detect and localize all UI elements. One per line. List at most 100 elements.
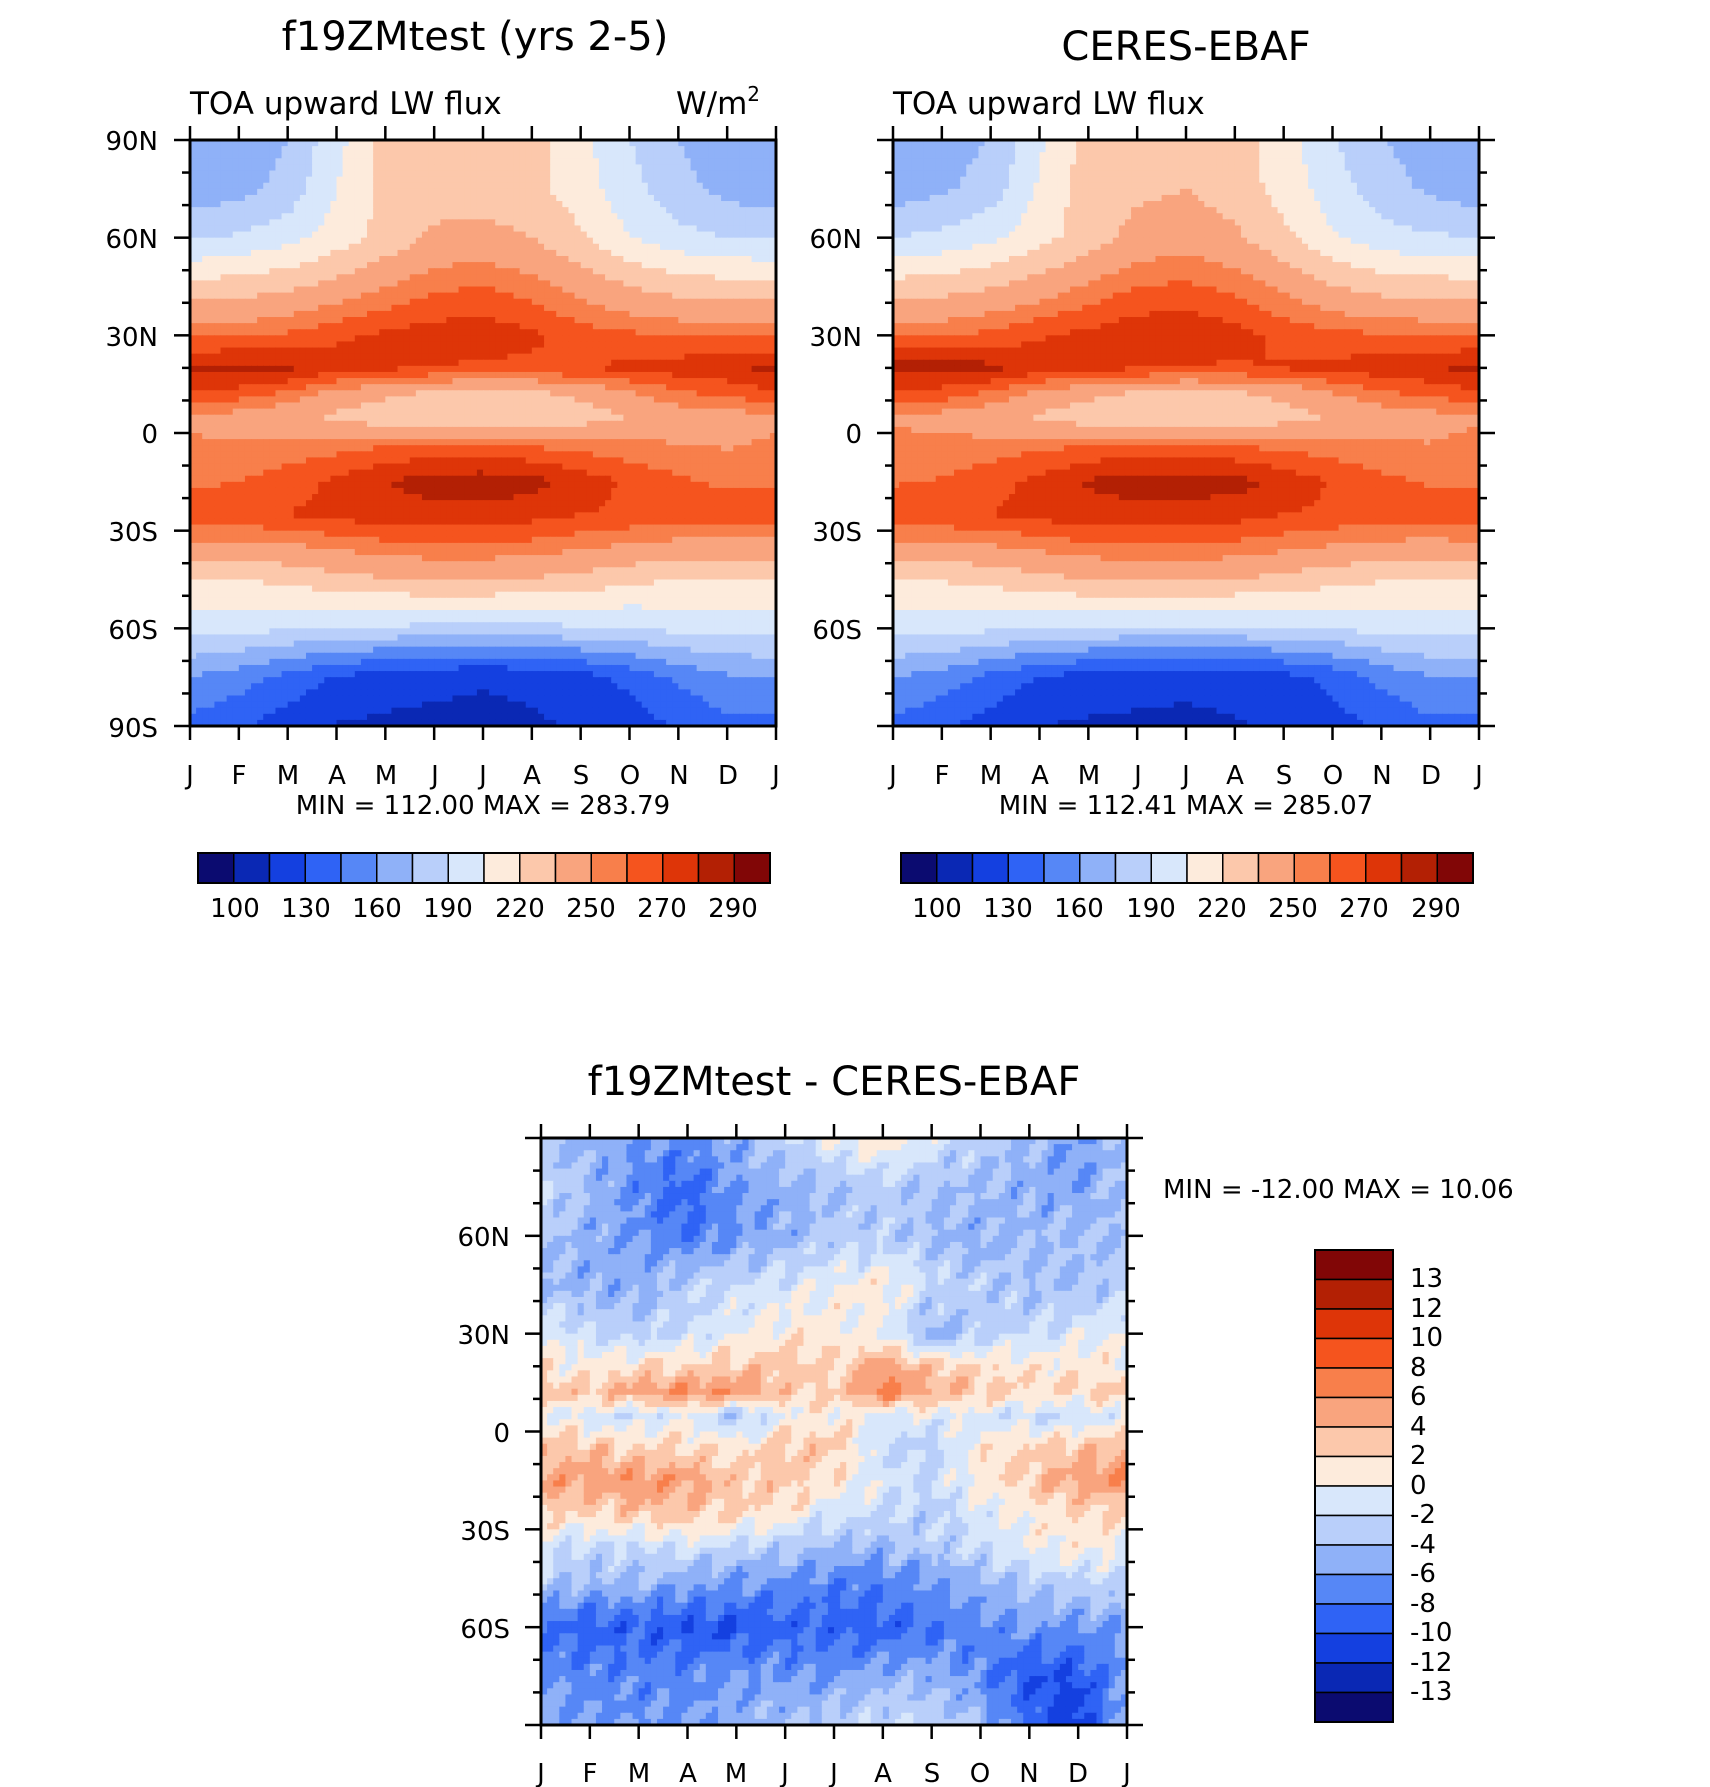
contour-cell: [721, 195, 728, 202]
contour-cell: [398, 244, 405, 251]
contour-cell: [391, 201, 398, 208]
contour-cell: [294, 183, 301, 190]
contour-cell: [745, 164, 752, 171]
contour-cell: [623, 195, 630, 202]
contour-cell: [611, 213, 618, 220]
contour-cell: [556, 158, 563, 165]
contour-cell: [288, 189, 295, 196]
contour-cell: [544, 232, 551, 239]
contour-cell: [214, 158, 221, 165]
contour-cell: [263, 219, 270, 226]
contour-cell: [398, 207, 405, 214]
contour-cell: [422, 177, 429, 184]
contour-cell: [422, 171, 429, 178]
contour-cell: [257, 207, 264, 214]
contour-cell: [739, 232, 746, 239]
contour-cell: [532, 207, 539, 214]
contour-cell: [507, 219, 514, 226]
contour-cell: [538, 183, 545, 190]
contour-cell: [666, 146, 673, 153]
contour-cell: [269, 244, 276, 251]
contour-cell: [660, 164, 667, 171]
contour-cell: [666, 207, 673, 214]
contour-cell: [257, 189, 264, 196]
contour-cell: [745, 232, 752, 239]
contour-cell: [349, 238, 356, 245]
contour-cell: [660, 219, 667, 226]
contour-cell: [483, 171, 490, 178]
contour-cell: [434, 195, 441, 202]
contour-cell: [745, 158, 752, 165]
contour-cell: [684, 189, 691, 196]
contour-cell: [550, 189, 557, 196]
contour-cell: [568, 152, 575, 159]
contour-cell: [300, 219, 307, 226]
contour-cell: [324, 152, 331, 159]
contour-cell: [196, 232, 203, 239]
contour-cell: [227, 207, 234, 214]
contour-cell: [483, 207, 490, 214]
contour-cell: [385, 146, 392, 153]
contour-cell: [330, 207, 337, 214]
contour-cell: [202, 238, 209, 245]
contour-cell: [507, 195, 514, 202]
contour-cell: [532, 225, 539, 232]
contour-cell: [538, 158, 545, 165]
contour-cell: [379, 225, 386, 232]
contour-cell: [385, 201, 392, 208]
contour-cell: [666, 158, 673, 165]
contour-cell: [379, 146, 386, 153]
contour-cell: [715, 189, 722, 196]
contour-cell: [599, 219, 606, 226]
contour-cell: [416, 146, 423, 153]
contour-cell: [660, 195, 667, 202]
contour-cell: [410, 238, 417, 245]
contour-cell: [745, 189, 752, 196]
contour-cell: [672, 232, 679, 239]
contour-cell: [495, 146, 502, 153]
contour-cell: [581, 201, 588, 208]
contour-cell: [617, 244, 624, 251]
contour-cell: [483, 201, 490, 208]
contour-cell: [697, 219, 704, 226]
contour-cell: [636, 183, 643, 190]
contour-cell: [330, 164, 337, 171]
contour-cell: [697, 232, 704, 239]
contour-cell: [434, 238, 441, 245]
contour-cell: [434, 171, 441, 178]
contour-cell: [721, 219, 728, 226]
contour-cell: [452, 164, 459, 171]
contour-cell: [550, 164, 557, 171]
contour-cell: [562, 164, 569, 171]
contour-cell: [764, 219, 771, 226]
contour-cell: [245, 177, 252, 184]
contour-cell: [294, 195, 301, 202]
contour-cell: [599, 152, 606, 159]
contour-cell: [575, 152, 582, 159]
contour-cell: [752, 146, 759, 153]
contour-cell: [678, 201, 685, 208]
contour-cell: [544, 177, 551, 184]
contour-cell: [739, 213, 746, 220]
contour-cell: [678, 207, 685, 214]
contour-cell: [733, 183, 740, 190]
contour-cell: [593, 207, 600, 214]
contour-cell: [666, 177, 673, 184]
contour-cell: [282, 146, 289, 153]
contour-cell: [562, 207, 569, 214]
contour-cell: [514, 219, 521, 226]
contour-cell: [642, 244, 649, 251]
contour-cell: [605, 183, 612, 190]
contour-cell: [562, 225, 569, 232]
contour-cell: [654, 195, 661, 202]
contour-cell: [758, 164, 765, 171]
contour-cell: [373, 189, 380, 196]
contour-cell: [391, 189, 398, 196]
contour-cell: [330, 201, 337, 208]
contour-cell: [440, 152, 447, 159]
contour-cell: [214, 177, 221, 184]
contour-cell: [452, 207, 459, 214]
contour-cell: [477, 213, 484, 220]
contour-cell: [715, 183, 722, 190]
contour-cell: [196, 158, 203, 165]
